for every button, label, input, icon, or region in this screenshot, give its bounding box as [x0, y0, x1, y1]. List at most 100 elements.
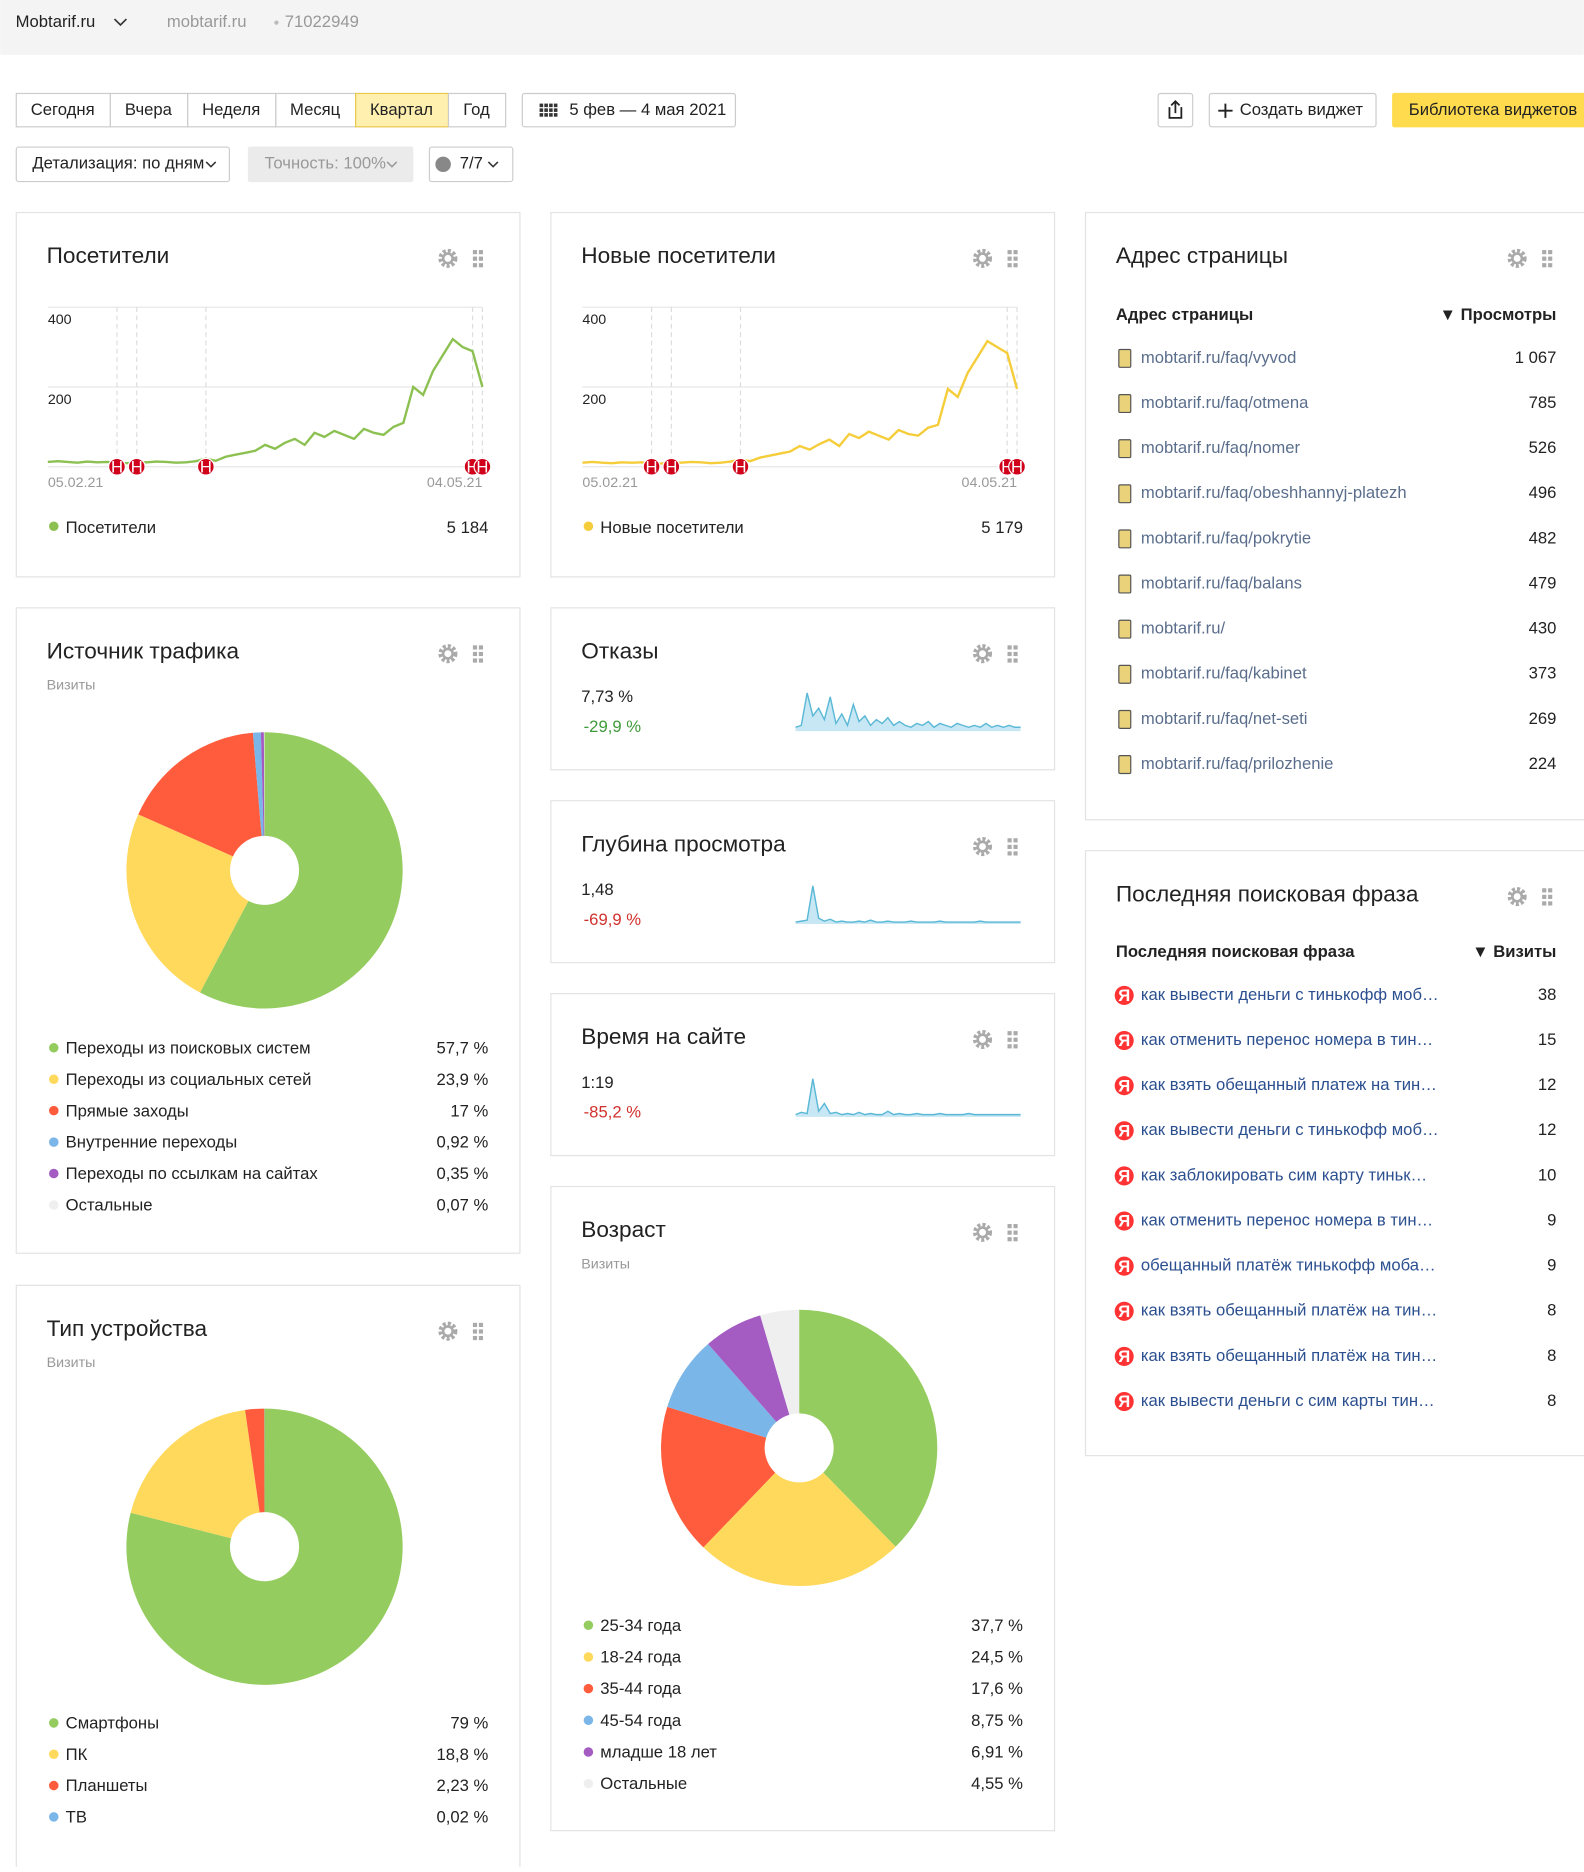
row-label[interactable]: mobtarif.ru/faq/prilozhenie — [1141, 754, 1334, 773]
legend-dot — [49, 1106, 59, 1116]
row-label[interactable]: mobtarif.ru/faq/otmena — [1141, 393, 1309, 412]
drag-icon[interactable] — [473, 257, 477, 261]
drag-icon[interactable] — [1548, 888, 1552, 892]
legend-value: 8,75 % — [971, 1711, 1023, 1730]
drag-icon[interactable] — [1013, 658, 1017, 662]
drag-icon[interactable] — [1542, 250, 1546, 254]
accuracy-label: Точность: 100% — [265, 154, 387, 173]
drag-icon[interactable] — [1013, 652, 1017, 656]
event-pin-label: Н — [734, 457, 746, 476]
row-label[interactable]: обещанный платёж тинькофф моба… — [1141, 1256, 1436, 1275]
row-label[interactable]: как вывести деньги с тинькофф моб… — [1141, 985, 1439, 1004]
drag-icon[interactable] — [479, 652, 483, 656]
drag-icon[interactable] — [473, 1329, 477, 1333]
drag-icon[interactable] — [1542, 263, 1546, 267]
row-label[interactable]: mobtarif.ru/ — [1141, 619, 1226, 638]
row-label[interactable]: mobtarif.ru/faq/net-seti — [1141, 709, 1308, 728]
row-label[interactable]: mobtarif.ru/faq/balans — [1141, 573, 1302, 592]
page-icon — [1119, 485, 1131, 503]
drag-icon[interactable] — [1008, 1031, 1012, 1035]
row-label[interactable]: mobtarif.ru/faq/pokrytie — [1141, 528, 1311, 547]
drag-icon[interactable] — [1548, 895, 1552, 899]
legend-dot — [49, 1781, 59, 1791]
row-label[interactable]: как заблокировать сим карту тиньк… — [1141, 1165, 1427, 1184]
drag-icon[interactable] — [1548, 901, 1552, 905]
legend-value: 18,8 % — [437, 1745, 489, 1764]
legend-dot — [584, 1716, 594, 1726]
drag-icon[interactable] — [1542, 257, 1546, 261]
row-label[interactable]: mobtarif.ru/faq/obeshhannyj-platezh — [1141, 483, 1407, 502]
row-label[interactable]: как взять обещанный платёж на тин… — [1141, 1301, 1437, 1320]
drag-icon[interactable] — [1008, 1224, 1012, 1228]
drag-icon[interactable] — [479, 658, 483, 662]
drag-icon[interactable] — [479, 263, 483, 267]
drag-icon[interactable] — [473, 1336, 477, 1340]
drag-icon[interactable] — [1008, 851, 1012, 855]
drag-icon[interactable] — [473, 250, 477, 254]
drag-icon[interactable] — [473, 645, 477, 649]
drag-icon[interactable] — [1013, 1237, 1017, 1241]
drag-icon[interactable] — [1542, 888, 1546, 892]
drag-icon[interactable] — [1013, 257, 1017, 261]
drag-icon[interactable] — [1548, 250, 1552, 254]
drag-icon[interactable] — [1013, 645, 1017, 649]
widget — [551, 801, 1055, 963]
drag-icon[interactable] — [1008, 1231, 1012, 1235]
drag-icon[interactable] — [1008, 845, 1012, 849]
legend-dot — [49, 1137, 59, 1147]
row-label[interactable]: как отменить перенос номера в тин… — [1141, 1030, 1433, 1049]
drag-icon[interactable] — [1013, 851, 1017, 855]
legend-dot — [49, 1169, 59, 1179]
calendar-icon — [544, 104, 548, 108]
drag-icon[interactable] — [1008, 838, 1012, 842]
drag-icon[interactable] — [479, 1336, 483, 1340]
drag-icon[interactable] — [1013, 250, 1017, 254]
drag-icon[interactable] — [1008, 645, 1012, 649]
drag-icon[interactable] — [1013, 263, 1017, 267]
drag-icon[interactable] — [473, 263, 477, 267]
row-label[interactable]: mobtarif.ru/faq/vyvod — [1141, 348, 1297, 367]
drag-icon[interactable] — [1008, 1044, 1012, 1048]
drag-icon[interactable] — [473, 1323, 477, 1327]
widget-title: Новые посетители — [581, 243, 776, 268]
row-label[interactable]: как отменить перенос номера в тин… — [1141, 1210, 1433, 1229]
drag-icon[interactable] — [1013, 1224, 1017, 1228]
drag-icon[interactable] — [1008, 257, 1012, 261]
drag-icon[interactable] — [473, 652, 477, 656]
legend-dot — [584, 1652, 594, 1662]
column-header: ▼ Визиты — [1472, 942, 1556, 961]
legend-label: Внутренние переходы — [66, 1133, 238, 1152]
drag-icon[interactable] — [1008, 1038, 1012, 1042]
drag-icon[interactable] — [1548, 257, 1552, 261]
drag-icon[interactable] — [1008, 263, 1012, 267]
drag-icon[interactable] — [479, 1329, 483, 1333]
x-tick-label: 04.05.21 — [427, 475, 483, 491]
drag-icon[interactable] — [1013, 1031, 1017, 1035]
drag-icon[interactable] — [479, 257, 483, 261]
row-value: 496 — [1529, 483, 1557, 502]
drag-icon[interactable] — [1008, 658, 1012, 662]
drag-icon[interactable] — [1013, 1038, 1017, 1042]
drag-icon[interactable] — [1013, 838, 1017, 842]
drag-icon[interactable] — [479, 645, 483, 649]
drag-icon[interactable] — [1008, 652, 1012, 656]
row-label[interactable]: как вывести деньги с сим карты тин… — [1141, 1391, 1435, 1410]
drag-icon[interactable] — [473, 658, 477, 662]
drag-icon[interactable] — [1008, 250, 1012, 254]
drag-icon[interactable] — [1013, 1231, 1017, 1235]
drag-icon[interactable] — [1013, 1044, 1017, 1048]
drag-icon[interactable] — [1542, 901, 1546, 905]
site-name[interactable]: Mobtarif.ru — [16, 12, 96, 31]
drag-icon[interactable] — [1013, 845, 1017, 849]
drag-icon[interactable] — [479, 1323, 483, 1327]
row-label[interactable]: mobtarif.ru/faq/kabinet — [1141, 664, 1307, 683]
drag-icon[interactable] — [1548, 263, 1552, 267]
row-label[interactable]: как взять обещанный платёж на тин… — [1141, 1346, 1437, 1365]
x-tick-label: 05.02.21 — [48, 475, 104, 491]
row-label[interactable]: mobtarif.ru/faq/nomer — [1141, 438, 1301, 457]
row-label[interactable]: как вывести деньги с тинькофф моб… — [1141, 1120, 1439, 1139]
drag-icon[interactable] — [479, 250, 483, 254]
drag-icon[interactable] — [1542, 895, 1546, 899]
row-label[interactable]: как взять обещанный платеж на тин… — [1141, 1075, 1437, 1094]
drag-icon[interactable] — [1008, 1237, 1012, 1241]
